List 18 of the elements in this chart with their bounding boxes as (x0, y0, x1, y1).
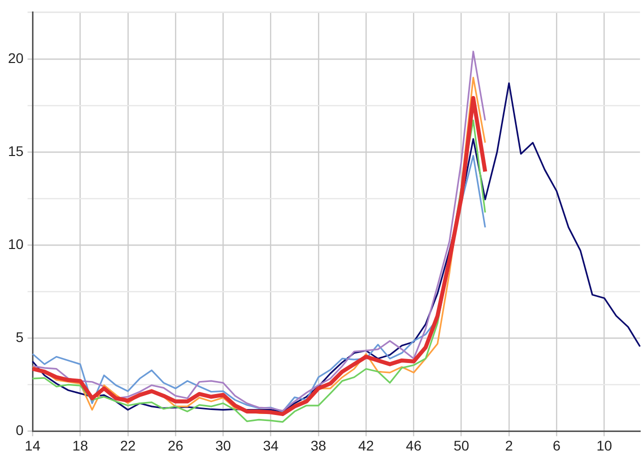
x-tick-label: 2 (505, 437, 514, 454)
x-tick-label: 18 (72, 437, 88, 454)
y-tick-label: 15 (8, 142, 24, 159)
y-tick-label: 5 (16, 328, 24, 345)
x-tick-label: 46 (406, 437, 422, 454)
x-tick-label: 26 (168, 437, 184, 454)
y-tick-label: 0 (16, 422, 24, 438)
x-tick-label: 22 (120, 437, 136, 454)
x-tick-label: 30 (215, 437, 232, 454)
x-tick-label: 6 (552, 437, 561, 454)
x-tick-label: 34 (262, 437, 279, 454)
y-tick-label: 10 (8, 236, 24, 252)
x-tick-label: 42 (358, 437, 374, 454)
y-tick-label: 20 (8, 50, 24, 66)
x-tick-label: 10 (596, 437, 612, 454)
x-tick-label: 38 (310, 437, 326, 454)
x-tick-label: 14 (24, 437, 41, 454)
x-tick-label: 50 (454, 437, 470, 454)
